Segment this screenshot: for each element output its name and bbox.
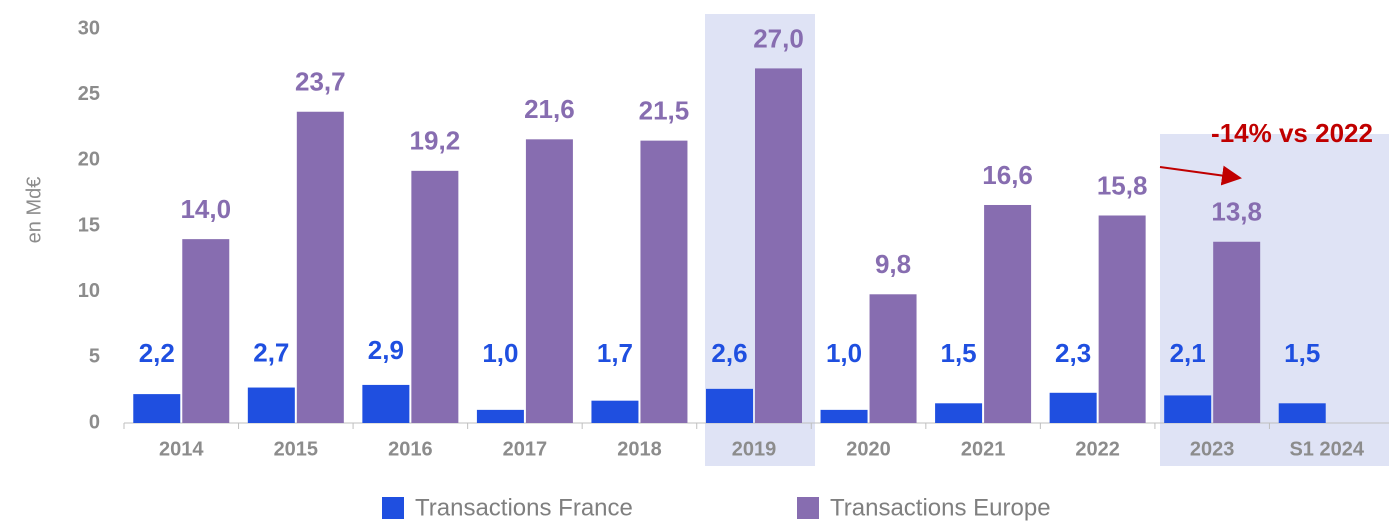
- y-tick-label: 10: [78, 280, 100, 302]
- legend-label: Transactions France: [415, 494, 633, 521]
- bar: [411, 170, 459, 423]
- y-tick-label: 20: [78, 149, 100, 171]
- y-tick-label: 5: [89, 346, 100, 368]
- value-label: 1,0: [482, 338, 518, 368]
- value-label: 21,5: [639, 96, 690, 126]
- value-label: 21,6: [524, 94, 575, 124]
- bar: [525, 139, 573, 423]
- legend-label: Transactions Europe: [830, 494, 1051, 521]
- bar: [935, 403, 983, 423]
- value-label: 1,5: [1284, 338, 1320, 368]
- x-tick-label: 2017: [503, 438, 548, 460]
- value-label: 14,0: [180, 194, 231, 224]
- x-tick-label: 2021: [961, 438, 1006, 460]
- value-label: 1,7: [597, 338, 633, 368]
- value-label: 2,9: [368, 335, 404, 365]
- bar: [296, 111, 344, 424]
- bar: [133, 394, 181, 423]
- bar: [591, 400, 639, 423]
- value-label: 2,7: [253, 337, 289, 367]
- x-tick-label: 2020: [846, 438, 891, 460]
- bar: [984, 204, 1032, 423]
- value-label: 2,6: [711, 338, 747, 368]
- value-label: 23,7: [295, 67, 346, 97]
- legend-swatch: [382, 497, 404, 519]
- bar: [869, 294, 917, 423]
- x-tick-label: 2022: [1075, 438, 1120, 460]
- bar: [640, 140, 688, 423]
- bar: [247, 387, 295, 423]
- bar: [476, 409, 524, 423]
- x-tick-label: 2015: [274, 438, 319, 460]
- value-label: 9,8: [875, 249, 911, 279]
- bar: [1098, 215, 1146, 423]
- bar: [1278, 403, 1326, 423]
- annotation-arrow: [1159, 165, 1242, 186]
- x-tick-label: 2019: [732, 438, 777, 460]
- value-label: 27,0: [753, 23, 804, 53]
- bar: [1049, 392, 1097, 423]
- x-tick-label: 2016: [388, 438, 433, 460]
- bar: [182, 239, 230, 423]
- bar: [1213, 241, 1261, 423]
- y-tick-label: 0: [89, 411, 100, 433]
- y-tick-label: 30: [78, 17, 100, 39]
- bar: [755, 68, 802, 424]
- value-label: 2,3: [1055, 338, 1091, 368]
- bar: [706, 388, 753, 423]
- value-label: 13,8: [1211, 197, 1262, 227]
- value-label: 2,2: [139, 338, 175, 368]
- value-label: 1,5: [941, 338, 977, 368]
- bar: [1164, 395, 1212, 423]
- y-tick-label: 15: [78, 214, 100, 236]
- value-label: 2,1: [1170, 338, 1206, 368]
- bar: [362, 384, 410, 423]
- x-tick-label: S1 2024: [1289, 438, 1364, 460]
- annotation: -14% vs 2022: [1211, 118, 1373, 148]
- value-label: 15,8: [1097, 170, 1148, 200]
- value-label: 16,6: [982, 160, 1033, 190]
- bar: [820, 409, 868, 423]
- x-tick-label: 2014: [159, 438, 204, 460]
- y-tick-label: 25: [78, 83, 100, 105]
- x-tick-label: 2023: [1190, 438, 1235, 460]
- value-label: 1,0: [826, 338, 862, 368]
- legend-swatch: [797, 497, 819, 519]
- value-label: 19,2: [410, 126, 461, 156]
- y-axis-label: en Md€: [23, 177, 45, 244]
- x-tick-label: 2018: [617, 438, 662, 460]
